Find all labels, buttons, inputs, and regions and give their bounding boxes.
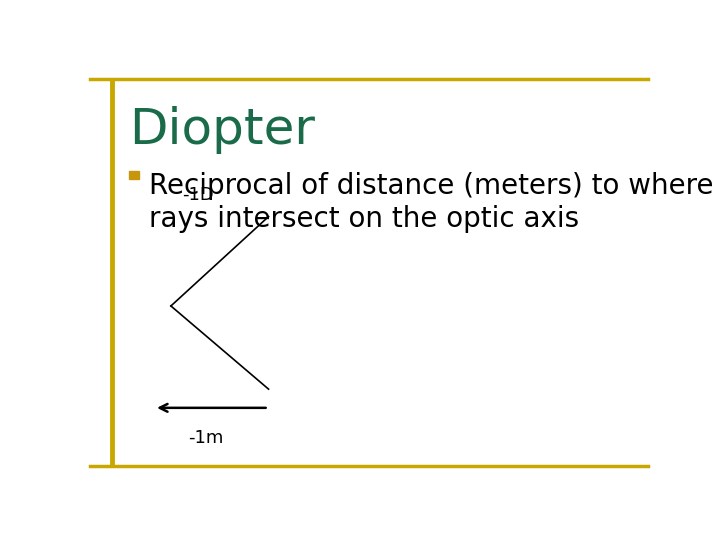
Text: Diopter: Diopter [129,106,315,154]
Text: -1D: -1D [182,186,214,204]
Bar [129,171,139,179]
Text: rays intersect on the optic axis: rays intersect on the optic axis [148,205,579,233]
Text: -1m: -1m [188,429,223,447]
Text: Reciprocal of distance (meters) to where the: Reciprocal of distance (meters) to where… [148,172,720,200]
